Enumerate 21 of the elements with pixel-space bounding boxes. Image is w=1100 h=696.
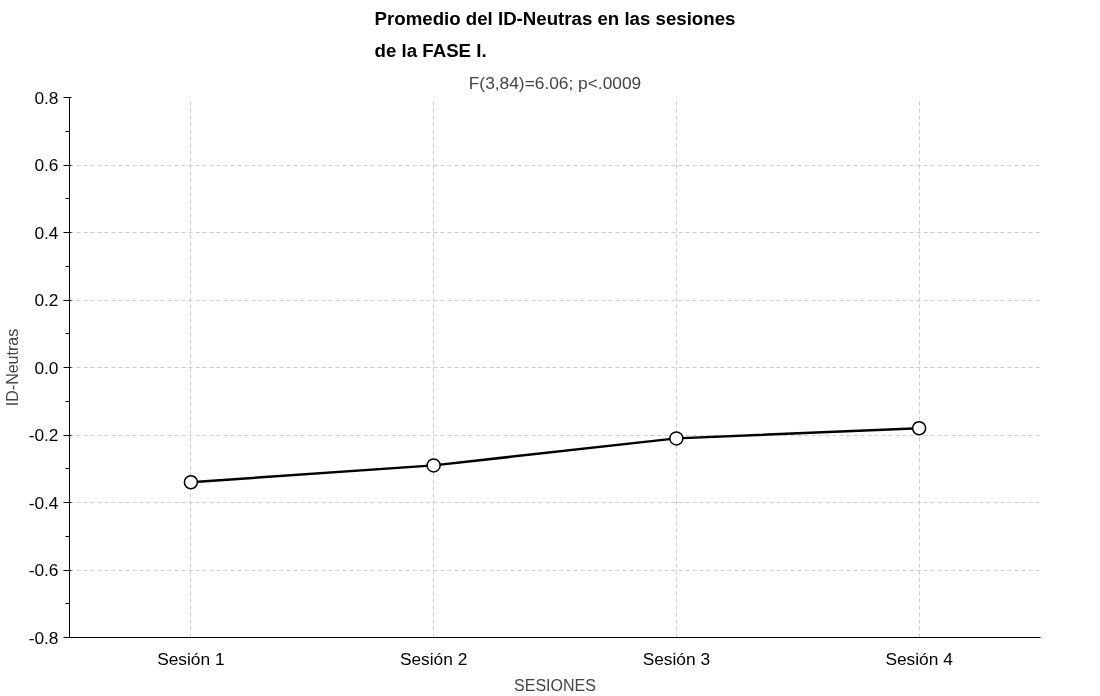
y-axis-title: ID-Neutras xyxy=(3,328,21,407)
x-axis-title: SESIONES xyxy=(514,676,596,694)
x-tick-label: Sesión 3 xyxy=(642,648,711,669)
y-tick-label: -0.8 xyxy=(28,627,59,648)
point xyxy=(911,421,927,436)
y-tick-label: 0.8 xyxy=(34,87,59,108)
y-tick-label: -0.6 xyxy=(28,560,59,580)
x-tick-label: Sesión 2 xyxy=(399,648,468,669)
y-tick-label: -0.4 xyxy=(28,492,59,513)
point xyxy=(669,431,684,446)
point xyxy=(183,475,199,490)
chart-title: Promedio del ID-Neutras en las sesiones de la FASE I. xyxy=(374,8,736,61)
y-tick-label: 0.2 xyxy=(34,290,59,310)
point xyxy=(426,458,441,473)
y-tick-label: 0.6 xyxy=(34,155,59,175)
x-tick-label: Sesión 4 xyxy=(885,648,954,669)
y-tick-label: -0.2 xyxy=(28,425,59,445)
chart-subtitle: F(3,84)=6.06; p<.0009 xyxy=(468,72,642,93)
y-tick-label: 0.4 xyxy=(34,222,59,243)
x-tick-label: Sesión 1 xyxy=(157,648,225,669)
y-tick-label: 0.0 xyxy=(34,357,59,378)
